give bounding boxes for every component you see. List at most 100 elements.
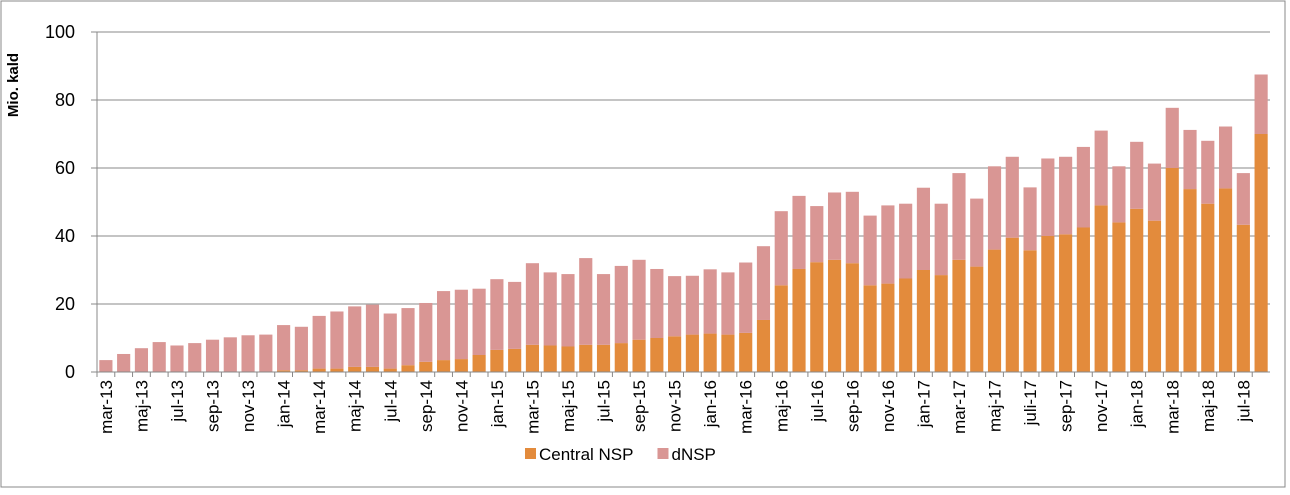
bar-segment xyxy=(934,203,948,276)
bar-segment xyxy=(1236,173,1250,225)
x-tick-label: sep-14 xyxy=(417,380,436,432)
bar-segment xyxy=(1254,74,1268,134)
x-tick-label: maj-13 xyxy=(132,380,151,432)
x-tick-label: mar-16 xyxy=(737,380,756,434)
bar-segment xyxy=(916,270,931,372)
bar-segment xyxy=(1165,168,1179,372)
y-tick-label: 0 xyxy=(65,362,75,382)
bar-segment xyxy=(792,268,806,372)
bar-segment xyxy=(845,263,859,372)
bar-segment xyxy=(739,262,753,333)
bar-segment xyxy=(365,304,380,367)
x-tick-label: maj-14 xyxy=(346,380,365,432)
x-tick-label: nov-17 xyxy=(1092,380,1111,432)
y-tick-label: 80 xyxy=(55,90,75,110)
bar-segment xyxy=(934,275,948,372)
bar-segment xyxy=(668,276,682,337)
x-tick-label: jan-17 xyxy=(914,380,933,428)
bar-segment xyxy=(792,195,806,269)
bar-segment xyxy=(401,308,415,366)
bar-segment xyxy=(117,353,131,372)
bar-segment xyxy=(170,345,184,372)
bar-segment xyxy=(632,259,646,340)
bar-segment xyxy=(827,259,842,372)
bar-segment xyxy=(1041,158,1055,236)
x-tick-label: mar-13 xyxy=(97,380,116,434)
bar-segment xyxy=(294,370,308,372)
bar-segment xyxy=(1023,250,1037,372)
bar-segment xyxy=(436,291,451,361)
x-tick-label: sep-16 xyxy=(843,380,862,432)
legend-swatch xyxy=(525,448,536,459)
bar-segment xyxy=(970,266,984,372)
bar-segment xyxy=(952,173,966,260)
x-tick-label: mar-18 xyxy=(1163,380,1182,434)
bar-segment xyxy=(472,355,486,372)
x-tick-label: jan-16 xyxy=(701,380,720,428)
y-tick-label: 20 xyxy=(55,294,75,314)
x-tick-label: mar-15 xyxy=(523,380,542,434)
bar-segment xyxy=(365,366,380,372)
bar-segment xyxy=(721,272,735,335)
bar-segment xyxy=(810,206,824,263)
bar-segment xyxy=(134,348,149,372)
bar-segment xyxy=(401,365,415,372)
x-tick-label: nov-13 xyxy=(239,380,258,432)
bar-segment xyxy=(223,337,237,372)
x-tick-label: nov-15 xyxy=(666,380,685,432)
legend-swatch xyxy=(657,448,669,459)
y-axis-label: Mio. kald xyxy=(5,53,22,117)
bar-segment xyxy=(1130,208,1144,372)
x-tick-label: jul-13 xyxy=(168,380,187,423)
bar-segment xyxy=(188,343,202,372)
bar-segment xyxy=(348,306,362,367)
bar-segment xyxy=(561,346,575,372)
bar-segment xyxy=(205,339,220,372)
bar-segment xyxy=(525,263,540,345)
x-tick-label: jan-14 xyxy=(275,380,294,428)
bar-segment xyxy=(579,344,593,372)
bar-segment xyxy=(614,343,628,372)
bar-segment xyxy=(383,368,397,372)
bar-segment xyxy=(1094,130,1108,206)
x-tick-label: jan-18 xyxy=(1128,380,1147,428)
bar-segment xyxy=(1201,203,1215,372)
bar-segment xyxy=(330,368,344,372)
bar-segment xyxy=(650,268,664,338)
bar-segment xyxy=(1112,166,1126,223)
y-tick-label: 60 xyxy=(55,158,75,178)
bar-segment xyxy=(899,278,913,372)
bar-segment xyxy=(508,348,522,372)
bar-segment xyxy=(490,349,504,372)
bar-segment xyxy=(419,361,433,372)
x-tick-label: maj-16 xyxy=(772,380,791,432)
bar-segment xyxy=(1218,126,1233,189)
x-tick-label: juli-17 xyxy=(1021,380,1040,426)
bar-segment xyxy=(987,166,1002,250)
bar-segment xyxy=(259,334,273,372)
bar-segment xyxy=(899,203,913,279)
bar-segment xyxy=(1094,205,1108,372)
x-tick-label: jul-14 xyxy=(381,380,400,423)
bar-segment xyxy=(881,205,895,284)
bar-segment xyxy=(152,342,166,372)
bar-segment xyxy=(1023,187,1037,251)
bar-segment xyxy=(685,275,699,335)
bar-segment xyxy=(1254,134,1268,372)
x-tick-label: maj-17 xyxy=(986,380,1005,432)
bar-segment xyxy=(916,187,931,270)
x-tick-label: jan-15 xyxy=(488,380,507,428)
x-tick-label: jul-15 xyxy=(595,380,614,423)
bar-segment xyxy=(721,334,735,372)
y-tick-label: 100 xyxy=(45,22,75,42)
bar-segment xyxy=(952,259,966,372)
bar-segment xyxy=(1147,163,1162,221)
bar-segment xyxy=(579,258,593,345)
x-tick-label: jul-16 xyxy=(808,380,827,423)
bar-segment xyxy=(863,215,877,286)
bar-segment xyxy=(987,249,1002,372)
bar-segment xyxy=(596,274,611,345)
bar-segment xyxy=(881,283,895,372)
